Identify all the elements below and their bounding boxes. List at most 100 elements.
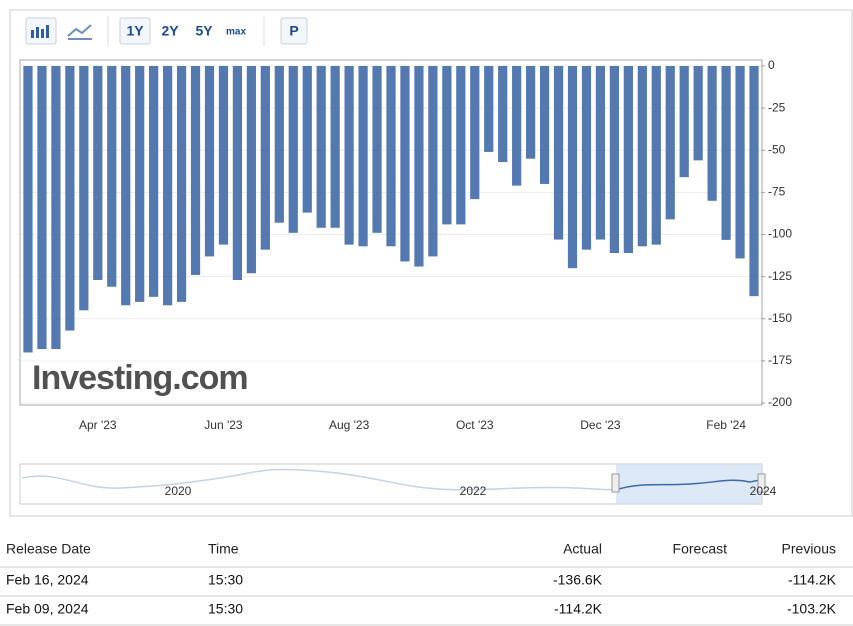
x-tick-label: Aug '23 — [329, 418, 370, 432]
bar — [316, 66, 326, 228]
bar — [693, 66, 703, 161]
bar — [637, 66, 647, 247]
y-tick-label: -50 — [768, 142, 786, 156]
plot-area: 0 -25 -50 -75 -100 -125 -150 -175 -200 Investing.… — [21, 58, 792, 432]
bar — [107, 66, 117, 287]
table-cell: 15:30 — [208, 601, 243, 617]
bar — [372, 66, 382, 233]
navigator-label: 2022 — [460, 484, 487, 498]
range-button[interactable]: 2Y — [161, 23, 179, 39]
navigator: 2020 2022 2024 — [19, 463, 777, 505]
navigator-handle[interactable] — [611, 473, 620, 493]
bar — [79, 66, 89, 311]
watermark: Investing.com — [32, 359, 248, 397]
x-tick-label: Apr '23 — [79, 418, 117, 432]
bar — [51, 66, 61, 350]
y-tick-label: -25 — [768, 100, 786, 114]
table-header: Forecast — [673, 541, 728, 557]
y-tick-label: -75 — [768, 185, 786, 199]
bar — [330, 66, 340, 228]
line-view-button[interactable] — [67, 24, 92, 37]
bar — [65, 66, 75, 331]
print-button[interactable] — [280, 17, 308, 45]
x-tick-label: Feb '24 — [706, 418, 746, 432]
bar — [442, 66, 452, 225]
navigator-history — [21, 468, 617, 491]
range-button[interactable]: 5Y — [195, 23, 213, 39]
y-tick-label: -200 — [768, 395, 792, 409]
bar — [274, 66, 284, 223]
bar — [135, 66, 145, 302]
x-tick-label: Jun '23 — [204, 418, 243, 432]
bar — [526, 66, 536, 159]
bar — [679, 66, 689, 178]
navigator-selected-history — [615, 479, 761, 491]
range-button[interactable]: max — [226, 27, 246, 38]
x-tick-label: Dec '23 — [580, 418, 621, 432]
bar — [414, 66, 424, 267]
bar — [358, 66, 368, 247]
y-tick-label: -175 — [768, 353, 792, 367]
bar — [302, 66, 312, 213]
table-cell: Feb 09, 2024 — [6, 601, 89, 617]
bar — [93, 66, 103, 280]
table-header: Release Date — [6, 541, 91, 557]
bar — [749, 66, 759, 297]
navigator-label: 2024 — [750, 484, 777, 498]
bar — [204, 66, 215, 257]
y-tick-label: -100 — [768, 227, 792, 241]
y-tick-label: 0 — [768, 58, 775, 72]
bar — [288, 66, 298, 233]
range-button[interactable]: 1Y — [126, 23, 144, 39]
bar — [735, 66, 745, 259]
bar — [539, 66, 550, 184]
bar — [623, 66, 633, 254]
table-header: Actual — [563, 541, 602, 557]
toolbar: 1Y 2Y 5Y max P — [25, 16, 308, 46]
bar — [553, 66, 564, 240]
bar — [456, 66, 466, 225]
bar — [260, 66, 270, 250]
y-tick-label: -150 — [768, 311, 792, 325]
plot-border — [19, 59, 763, 406]
range-1y-button[interactable] — [119, 17, 151, 45]
bar — [428, 66, 438, 257]
bar — [386, 66, 396, 247]
bar — [721, 66, 731, 240]
bar — [121, 66, 131, 306]
bar — [595, 66, 606, 240]
table-cell: -114.2K — [788, 572, 837, 588]
y-tick-label: -125 — [768, 269, 792, 283]
bar — [707, 66, 717, 201]
bar — [470, 66, 480, 200]
bar — [190, 66, 201, 275]
bar — [498, 66, 508, 163]
bar — [344, 66, 354, 245]
table-cell: -103.2K — [787, 601, 837, 617]
print-label[interactable]: P — [289, 23, 298, 39]
bar — [609, 66, 620, 254]
bar — [651, 66, 661, 245]
bar — [484, 66, 494, 152]
table-header: Previous — [782, 541, 836, 557]
table-header: Time — [208, 541, 239, 557]
bar — [37, 66, 47, 350]
bar — [23, 66, 33, 353]
table: Release Date Time Actual Forecast Previo… — [0, 541, 853, 626]
bar — [512, 66, 522, 186]
bar — [581, 66, 592, 250]
table-cell: Feb 16, 2024 — [6, 572, 89, 588]
bar — [665, 66, 675, 220]
navigator-handle[interactable] — [757, 473, 766, 493]
navigator-label: 2020 — [165, 484, 192, 498]
bar — [162, 66, 173, 306]
bar — [149, 66, 159, 297]
bar — [218, 66, 229, 245]
table-cell: -136.6K — [553, 572, 603, 588]
x-tick-label: Oct '23 — [456, 418, 494, 432]
table-cell: -114.2K — [554, 601, 603, 617]
bar — [246, 66, 256, 274]
bar — [176, 66, 187, 302]
bar — [567, 66, 578, 269]
